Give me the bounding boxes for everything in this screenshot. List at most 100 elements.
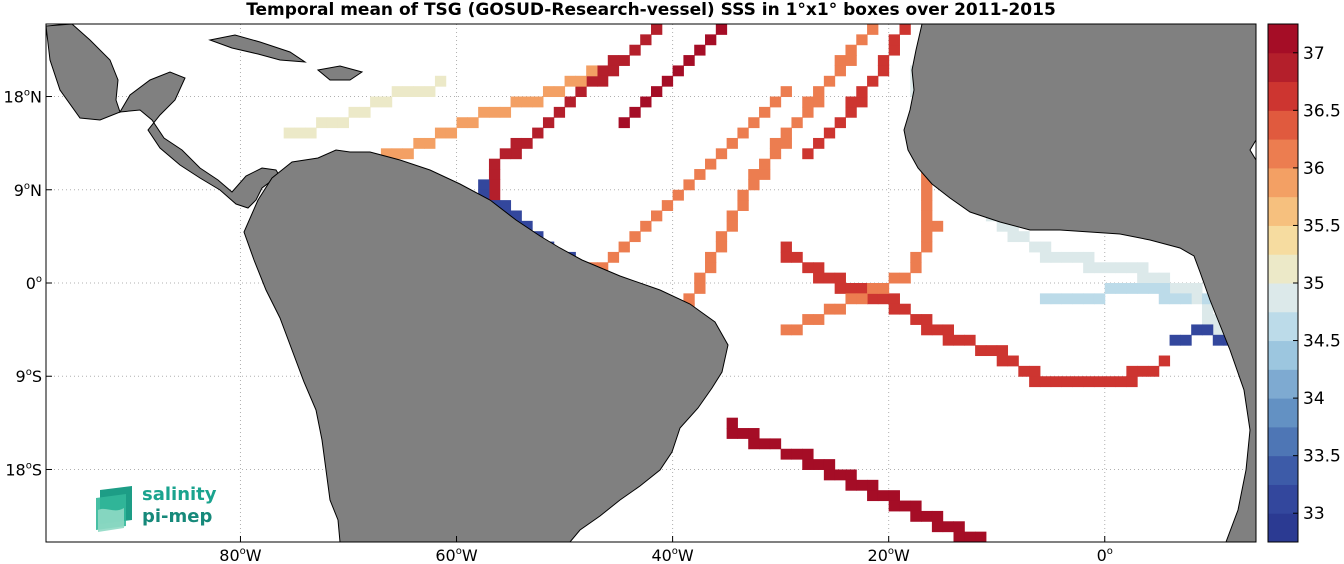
map-axes: 80oW 60oW 40oW 20oW 0o 18oN 9oN 0o 9oS 18oS (4, 88, 1113, 564)
sss-cell (845, 55, 857, 66)
sss-cell (499, 200, 512, 211)
sss-cell (1007, 220, 1019, 232)
sss-cell (867, 293, 879, 305)
colorbar-swatch (1268, 311, 1298, 342)
sss-cell (877, 283, 890, 294)
sss-cell (1126, 376, 1138, 388)
sss-cell (1083, 376, 1095, 388)
sss-cell (1061, 376, 1073, 388)
colorbar-swatch (1268, 398, 1298, 428)
sss-cell (542, 117, 555, 129)
sss-cell (499, 148, 512, 160)
lat-tick-label: 18oS (5, 460, 42, 479)
sss-cell (705, 251, 717, 263)
sss-cell (1201, 314, 1214, 325)
sss-cell (802, 96, 814, 108)
sss-cell (845, 106, 857, 118)
sss-cell (921, 510, 933, 522)
sss-cell (1180, 334, 1192, 346)
sss-cell (1137, 365, 1149, 377)
sss-cell (715, 231, 728, 243)
sss-cell (1212, 334, 1225, 346)
sss-cell (370, 96, 382, 108)
sss-cell (488, 179, 501, 191)
colorbar-tick-label: 33 (1303, 504, 1325, 524)
sss-cell (996, 220, 1009, 232)
sss-cell (316, 117, 328, 129)
sss-cell (640, 96, 652, 108)
sss-cell (521, 96, 533, 108)
lon-tick-label: 20oW (868, 546, 910, 564)
sss-cell (942, 521, 954, 533)
colorbar-tick-label: 34.5 (1303, 332, 1341, 352)
sss-cell (867, 75, 879, 87)
sss-cell (510, 148, 522, 160)
colorbar-swatch (1268, 110, 1298, 140)
sss-cell (791, 251, 803, 263)
colorbar-ticks: 33 33.5 34 34.5 35 35.5 36 36.5 37 (1293, 44, 1341, 524)
sss-cell (921, 179, 933, 191)
sss-cell (1147, 365, 1160, 377)
lon-tick-label: 0o (1097, 546, 1113, 564)
sss-cell (575, 75, 587, 87)
sss-cell (640, 34, 652, 46)
sss-cell (813, 262, 825, 274)
sss-cell (964, 531, 976, 542)
sss-cell (294, 127, 306, 139)
sss-cell (802, 314, 814, 325)
sss-cell (1158, 283, 1171, 294)
sss-cell (553, 106, 566, 118)
sss-cell (391, 148, 404, 160)
sss-cell (694, 44, 706, 56)
sss-cell (1169, 293, 1181, 305)
logo-line-pi-mep: pi-mep (142, 506, 213, 527)
sss-cell (899, 272, 911, 284)
sss-cell (1072, 293, 1084, 305)
sss-cell (856, 283, 868, 294)
land-south-america (243, 149, 729, 542)
sss-cell (780, 137, 792, 149)
sss-cell (380, 96, 393, 108)
sss-cell (726, 428, 738, 439)
sss-cell (596, 75, 609, 87)
sss-cell (488, 158, 501, 170)
sss-cell (1158, 272, 1171, 284)
sss-cell (607, 55, 620, 66)
sss-cell (737, 127, 749, 139)
sss-cell (1115, 262, 1127, 274)
sss-cell (888, 293, 900, 305)
colorbar-swatch (1268, 484, 1298, 514)
sss-cell (996, 355, 1009, 367)
sss-cell (521, 137, 533, 149)
sss-cell (823, 75, 836, 87)
sss-cells (283, 24, 1235, 542)
sss-cell (921, 314, 933, 325)
sss-cell (910, 251, 922, 263)
sss-cell (1180, 293, 1192, 305)
colorbar-swatch (1268, 369, 1298, 399)
colorbar-swatch (1268, 426, 1298, 457)
sss-cell (769, 96, 782, 108)
sss-cell (488, 189, 501, 201)
sss-cell (921, 231, 933, 243)
sss-cell (1212, 324, 1225, 336)
colorbar-swatch (1268, 283, 1298, 313)
sss-cell (715, 241, 728, 253)
sss-cell (478, 179, 490, 191)
sss-cell (1147, 272, 1160, 284)
sss-cell (921, 241, 933, 253)
sss-cell (564, 96, 576, 108)
sss-cell (694, 283, 706, 294)
sss-cell (834, 469, 846, 481)
sss-cell (1039, 241, 1052, 253)
sss-cell (532, 127, 544, 139)
sss-cell (856, 34, 868, 46)
sss-cell (1191, 324, 1203, 336)
sss-cell (791, 117, 803, 129)
colorbar-tick-label: 35 (1303, 274, 1325, 294)
sss-cell (1158, 293, 1171, 305)
sss-cell (964, 334, 976, 346)
lat-tick-label: 18oN (4, 88, 42, 107)
sss-cell (931, 510, 944, 522)
sss-cell (834, 117, 846, 129)
